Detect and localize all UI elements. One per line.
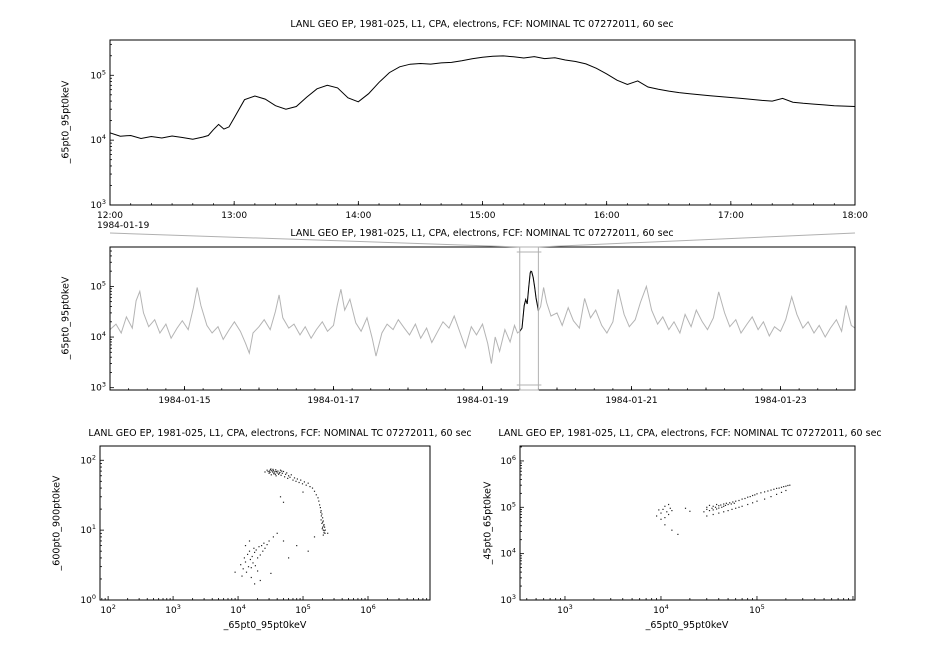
bottom-right-plot-area[interactable] [519,445,856,601]
svg-text:104: 104 [90,330,106,343]
top-y-axis-label: _65pt0_95pt0keV [60,80,72,164]
svg-text:1984-01-17: 1984-01-17 [307,396,359,406]
bottom-right-panel-title: LANL GEO EP, 1981-025, L1, CPA, electron… [498,428,882,439]
svg-text:103: 103 [557,603,573,616]
svg-text:17:00: 17:00 [718,211,744,221]
svg-text:105: 105 [749,603,765,616]
overview-connector [109,232,856,391]
bottom-right-plot: 103 104 105 106 103 104 105 [500,445,856,616]
bottom-left-x-axis-label: _65pt0_95pt0keV [223,620,307,631]
svg-text:104: 104 [500,547,516,560]
svg-text:105: 105 [500,500,516,513]
middle-series-0 [110,270,855,364]
middle-x-axis: 1984-01-15 1984-01-17 1984-01-19 1984-01-21… [109,386,856,406]
svg-text:103: 103 [500,593,516,606]
svg-text:103: 103 [90,381,106,394]
svg-text:105: 105 [295,603,311,616]
middle-plot-area[interactable] [109,246,856,391]
svg-text:105: 105 [90,68,106,81]
middle-panel-title: LANL GEO EP, 1981-025, L1, CPA, electron… [290,228,674,239]
svg-text:1984-01-23: 1984-01-23 [754,396,806,406]
top-x-axis: 12:00 13:00 14:00 15:00 16:00 17:00 18:00 [97,201,868,221]
bottom-right-y-axis-label: _45pt0_65pt0keV [482,481,494,565]
middle-series-1 [519,270,539,332]
bottom-left-plot-area[interactable] [99,445,431,601]
svg-text:1984-01-15: 1984-01-15 [158,396,210,406]
svg-text:1984-01-19: 1984-01-19 [456,396,509,406]
svg-text:106: 106 [500,454,516,467]
bottom-right-x-axis-label: _65pt0_95pt0keV [645,620,729,631]
svg-text:13:00: 13:00 [221,211,247,221]
svg-text:100: 100 [80,593,96,606]
svg-text:16:00: 16:00 [594,211,620,221]
bottom-left-y-axis-label: _600pt0_900pt0keV [51,475,63,571]
svg-text:104: 104 [653,603,669,616]
svg-text:103: 103 [165,603,181,616]
svg-text:18:00: 18:00 [842,211,868,221]
svg-text:101: 101 [80,523,96,536]
svg-text:15:00: 15:00 [470,211,496,221]
context-selection-box[interactable] [519,246,539,391]
svg-text:102: 102 [80,453,96,466]
top-series-0 [110,55,855,140]
bottom-left-plot: 100 101 102 102 103 104 105 106 [80,445,431,616]
top-panel-title: LANL GEO EP, 1981-025, L1, CPA, electron… [290,19,674,30]
bottom-left-scatter-points [234,468,329,585]
svg-text:14:00: 14:00 [345,211,371,221]
svg-text:104: 104 [230,603,246,616]
bottom-right-x-axis: 103 104 105 [526,596,854,616]
bottom-left-x-axis: 102 103 104 105 106 [100,596,431,616]
svg-text:1984-01-21: 1984-01-21 [605,396,657,406]
svg-text:105: 105 [90,279,106,292]
svg-text:103: 103 [90,198,106,211]
bottom-left-panel-title: LANL GEO EP, 1981-025, L1, CPA, electron… [88,428,472,439]
top-plot-area[interactable] [109,39,856,206]
bottom-right-scatter-points [656,484,791,535]
svg-text:102: 102 [100,603,116,616]
svg-text:104: 104 [90,133,106,146]
svg-text:12:00: 12:00 [97,211,123,221]
middle-y-axis-label: _65pt0_95pt0keV [60,276,72,360]
svg-text:106: 106 [360,603,376,616]
top-x-axis-date-label: 1984-01-19 [97,221,150,231]
